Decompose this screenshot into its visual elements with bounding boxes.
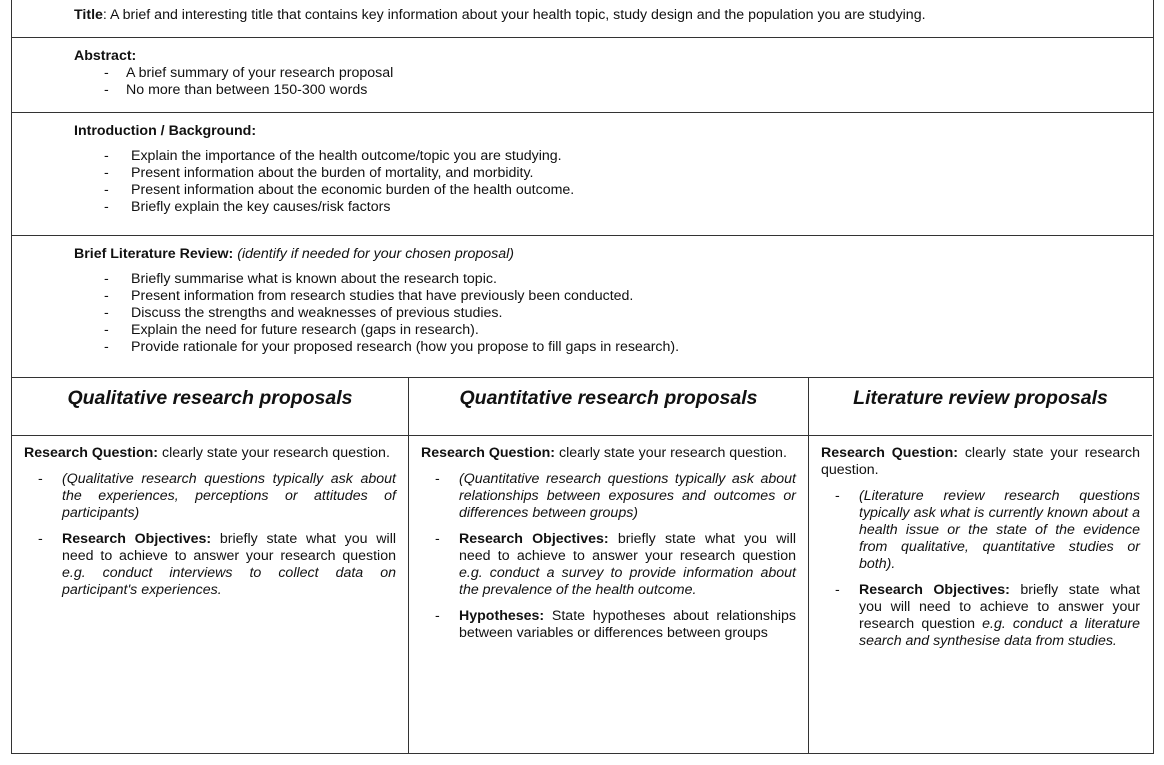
rq-label: Research Question: <box>24 445 159 461</box>
obj-example: e.g. conduct interviews to collect data … <box>62 565 396 598</box>
list-item: Present information about the burden of … <box>74 165 1153 182</box>
proposal-types-grid: Qualitative research proposals Research … <box>12 378 1153 753</box>
obj-text: briefly state what you will need to achi… <box>62 531 396 564</box>
introduction-row: Introduction / Background: Explain the i… <box>12 113 1153 236</box>
list-item: Present information from research studie… <box>74 288 1153 305</box>
abstract-heading: Abstract: <box>74 48 137 64</box>
rq-text: clearly state your research question. <box>821 445 1140 478</box>
obj-example: e.g. conduct a survey to provide informa… <box>459 565 796 598</box>
list-item: Briefly explain the key causes/risk fact… <box>74 199 1153 216</box>
literature-note: (identify if needed for your chosen prop… <box>237 246 515 262</box>
obj-text: briefly state what you will need to achi… <box>459 531 796 564</box>
literature-review-column: Literature review proposals Research Que… <box>809 378 1152 753</box>
rq-text: clearly state your research question. <box>158 445 390 461</box>
hyp-text: State hypotheses about relationships bet… <box>459 608 796 641</box>
abstract-row: Abstract: A brief summary of your resear… <box>12 38 1153 113</box>
literature-row: Brief Literature Review: (identify if ne… <box>12 236 1153 378</box>
column-header: Quantitative research proposals <box>409 378 808 436</box>
obj-label: Research Objectives: <box>859 582 1010 598</box>
obj-label: Research Objectives: <box>62 531 212 547</box>
rq-text: clearly state your research question. <box>555 445 787 461</box>
rq-label: Research Question: <box>821 445 958 461</box>
list-item: Explain the need for future research (ga… <box>74 322 1153 339</box>
column-header: Qualitative research proposals <box>12 378 408 436</box>
note: (Qualitative research questions typicall… <box>62 471 396 521</box>
list-item: Discuss the strengths and weaknesses of … <box>74 305 1153 322</box>
literature-heading: Brief Literature Review: <box>74 246 234 262</box>
list-item: Provide rationale for your proposed rese… <box>74 339 1153 356</box>
introduction-heading: Introduction / Background: <box>74 123 257 139</box>
obj-label: Research Objectives: <box>459 531 609 547</box>
rq-label: Research Question: <box>421 445 556 461</box>
title-label: Title <box>74 7 103 23</box>
title-text: : A brief and interesting title that con… <box>102 7 926 23</box>
hyp-label: Hypotheses: <box>459 608 545 624</box>
note: (Literature review research questions ty… <box>859 488 1140 572</box>
list-item: Explain the importance of the health out… <box>74 148 1153 165</box>
list-item: No more than between 150-300 words <box>74 82 1153 99</box>
quantitative-column: Quantitative research proposals Research… <box>409 378 809 753</box>
obj-text: briefly state what you will need to achi… <box>859 582 1140 632</box>
column-header: Literature review proposals <box>809 378 1152 436</box>
obj-example: e.g. conduct a literature search and syn… <box>859 616 1140 649</box>
note: (Quantitative research questions typical… <box>459 471 796 521</box>
list-item: Briefly summarise what is known about th… <box>74 271 1153 288</box>
title-row: Title: A brief and interesting title tha… <box>12 0 1153 38</box>
list-item: Present information about the economic b… <box>74 182 1153 199</box>
qualitative-column: Qualitative research proposals Research … <box>12 378 409 753</box>
proposal-template-table: Title: A brief and interesting title tha… <box>11 0 1154 754</box>
list-item: A brief summary of your research proposa… <box>74 65 1153 82</box>
